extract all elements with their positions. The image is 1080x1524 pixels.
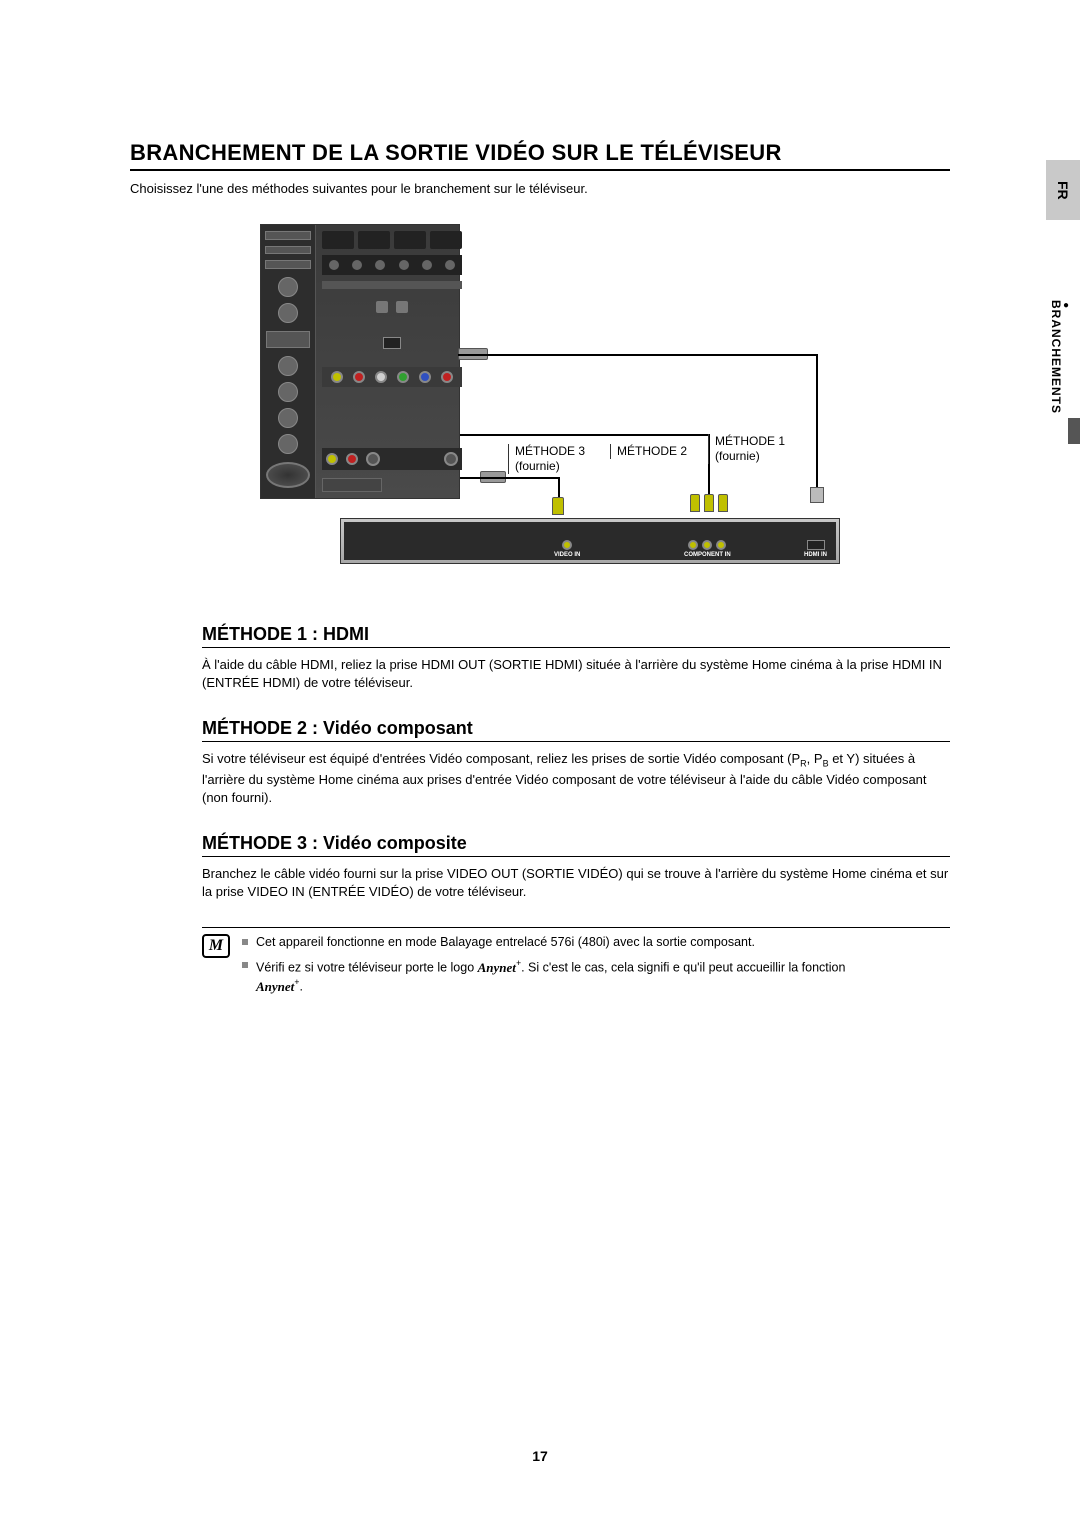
method3-heading: MÉTHODE 3 : Vidéo composite — [202, 833, 950, 854]
component-plugs-icon — [690, 494, 728, 512]
hdmi-cable — [458, 354, 818, 356]
note-item-2: Vérifi ez si votre téléviseur porte le l… — [242, 957, 845, 995]
method1-heading: MÉTHODE 1 : HDMI — [202, 624, 950, 645]
note-item-1: Cet appareil fonctionne en mode Balayage… — [242, 934, 845, 951]
method1-rule — [202, 647, 950, 648]
notes-rule — [202, 927, 950, 928]
method3-rule — [202, 856, 950, 857]
page-container: BRANCHEMENT DE LA SORTIE VIDÉO SUR LE TÉ… — [0, 0, 1080, 1002]
hdmi-plug-icon — [810, 487, 824, 503]
tv-rear-panel: VIDEO IN COMPONENT IN HDMI IN — [340, 518, 840, 564]
composite-cable-v — [558, 477, 560, 499]
anynet-logo-icon: Anynet — [256, 979, 299, 994]
method2-heading: MÉTHODE 2 : Vidéo composant — [202, 718, 950, 739]
device-rear-panel — [260, 224, 460, 499]
page-number: 17 — [532, 1448, 548, 1464]
notes-block: M Cet appareil fonctionne en mode Balaya… — [202, 934, 950, 1001]
title-rule — [130, 169, 950, 171]
note-icon: M — [202, 934, 230, 958]
diagram-caption-m2: MÉTHODE 2 — [610, 444, 687, 459]
hdmi-cable-v — [816, 354, 818, 489]
methods-content: MÉTHODE 1 : HDMI À l'aide du câble HDMI,… — [202, 624, 950, 1002]
anynet-logo-icon: Anynet — [478, 960, 521, 975]
method3-body: Branchez le câble vidéo fourni sur la pr… — [202, 865, 950, 901]
method2-rule — [202, 741, 950, 742]
method1-body: À l'aide du câble HDMI, reliez la prise … — [202, 656, 950, 692]
diagram-caption-m3: MÉTHODE 3 (fournie) — [508, 444, 585, 474]
composite-plug-icon — [552, 497, 564, 515]
intro-text: Choisissez l'une des méthodes suivantes … — [130, 181, 950, 196]
composite-cable — [460, 477, 560, 479]
method2-body: Si votre téléviseur est équipé d'entrées… — [202, 750, 950, 807]
connection-diagram: MÉTHODE 3 (fournie) MÉTHODE 2 MÉTHODE 1 … — [250, 224, 830, 594]
diagram-caption-m1: MÉTHODE 1 (fournie) — [708, 434, 785, 464]
component-cable — [460, 434, 710, 436]
page-title: BRANCHEMENT DE LA SORTIE VIDÉO SUR LE TÉ… — [130, 140, 950, 166]
